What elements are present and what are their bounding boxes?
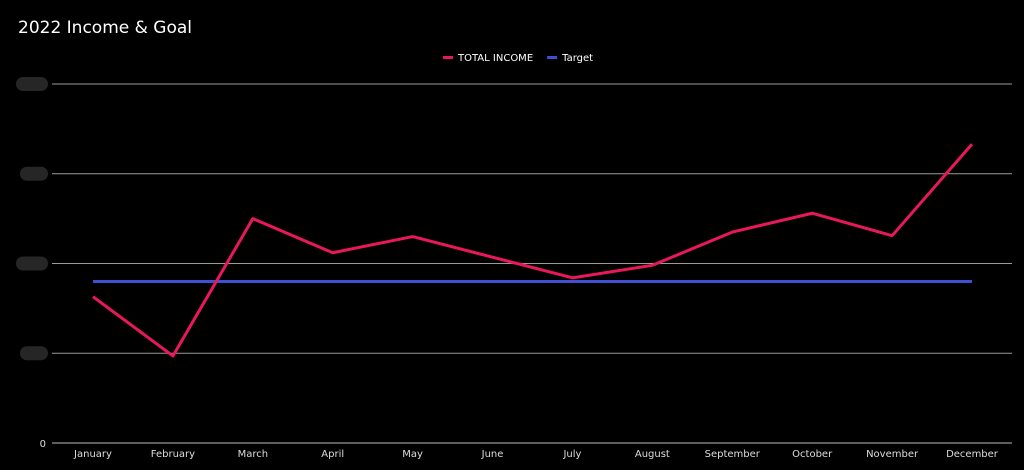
- x-tick-label: October: [792, 449, 833, 460]
- x-tick-label: January: [73, 449, 112, 460]
- legend-label: Target: [561, 53, 593, 64]
- x-tick-label: February: [151, 449, 195, 460]
- x-tick-label: November: [866, 449, 919, 460]
- y-tick-label: 0: [40, 439, 46, 450]
- x-tick-label: June: [481, 449, 504, 460]
- redacted-y-tick-label: [20, 346, 48, 361]
- x-tick-label: March: [238, 449, 268, 460]
- redacted-y-tick-label: [16, 256, 48, 271]
- chart-title: 2022 Income & Goal: [18, 18, 193, 38]
- x-tick-label: July: [562, 449, 581, 460]
- x-tick-label: August: [635, 449, 670, 460]
- legend-swatch: [443, 56, 453, 59]
- legend-swatch: [547, 56, 558, 59]
- x-tick-label: December: [946, 449, 999, 460]
- x-tick-label: April: [321, 449, 344, 460]
- x-tick-label: May: [402, 449, 423, 460]
- series-line-total-income: [92, 143, 974, 358]
- x-tick-label: September: [705, 449, 761, 460]
- legend-label: TOTAL INCOME: [457, 53, 533, 64]
- redacted-y-tick-label: [20, 166, 48, 181]
- redacted-y-tick-label: [16, 77, 48, 91]
